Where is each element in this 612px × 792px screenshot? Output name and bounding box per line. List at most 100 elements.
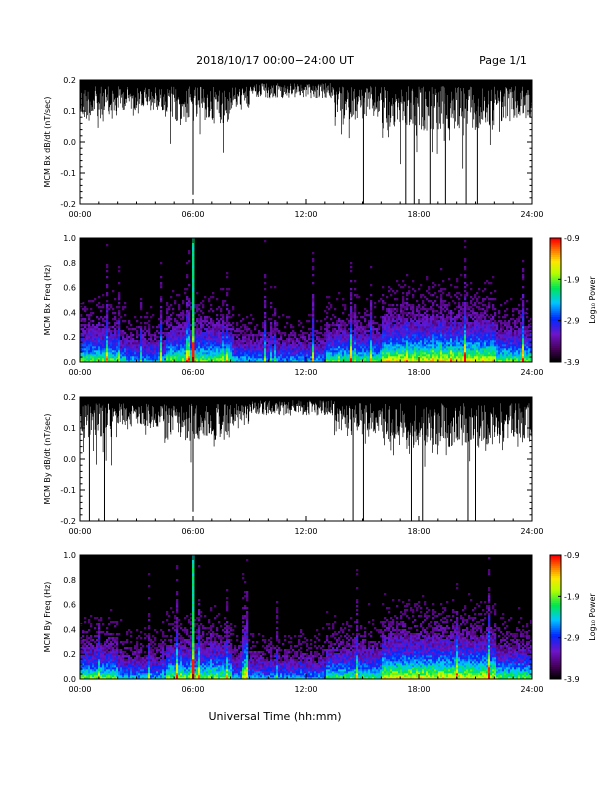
bx-freq-heatmap-cell bbox=[400, 342, 403, 345]
bx-freq-heatmap-cell bbox=[388, 320, 391, 323]
bx-freq-heatmap-cell bbox=[512, 358, 515, 361]
bx-freq-heatmap-cell bbox=[426, 278, 429, 281]
bx-freq-heatmap-cell bbox=[198, 346, 201, 349]
bx-freq-heatmap-cell bbox=[220, 356, 223, 359]
bx-freq-heatmap-cell bbox=[198, 334, 201, 337]
bx-freq-heatmap-cell bbox=[326, 296, 329, 299]
bx-freq-heatmap-cell bbox=[322, 352, 325, 355]
bx-freq-heatmap-cell bbox=[374, 356, 377, 359]
bx-freq-heatmap-cell bbox=[194, 322, 197, 325]
bx-freq-heatmap-cell bbox=[164, 352, 167, 355]
bx-freq-heatmap-cell bbox=[292, 344, 295, 347]
bx-freq-heatmap-cell bbox=[364, 320, 367, 323]
bx-freq-heatmap-cell bbox=[106, 326, 109, 329]
bx-freq-heatmap-cell bbox=[512, 310, 515, 313]
bx-freq-heatmap-cell bbox=[514, 324, 517, 327]
bx-freq-heatmap-cell bbox=[354, 304, 357, 307]
bx-freq-heatmap-cell bbox=[296, 348, 299, 351]
bx-freq-heatmap-cell bbox=[426, 318, 429, 321]
bx-freq-heatmap-cell bbox=[274, 342, 277, 345]
bx-freq-heatmap-cell bbox=[454, 286, 457, 289]
bx-freq-heatmap-cell bbox=[262, 354, 265, 357]
bx-freq-heatmap-cell bbox=[456, 306, 459, 309]
bx-freq-heatmap-cell bbox=[492, 350, 495, 353]
bx-freq-heatmap-cell bbox=[370, 350, 373, 353]
bx-freq-heatmap-cell bbox=[108, 354, 111, 357]
bx-freq-heatmap-cell bbox=[108, 336, 111, 339]
bx-freq-heatmap-cell bbox=[320, 352, 323, 355]
bx-freq-heatmap-cell bbox=[238, 330, 241, 333]
bx-freq-heatmap-cell bbox=[136, 340, 139, 343]
bx-freq-heatmap-cell bbox=[344, 352, 347, 355]
bx-freq-heatmap-cell bbox=[182, 300, 185, 303]
bx-freq-heatmap-cell bbox=[118, 314, 121, 317]
bx-freq-heatmap-cell bbox=[422, 336, 425, 339]
bx-freq-heatmap-cell bbox=[408, 330, 411, 333]
bx-freq-heatmap-cell bbox=[238, 354, 241, 357]
bx-freq-heatmap-cell bbox=[378, 352, 381, 355]
bx-freq-heatmap-cell bbox=[414, 356, 417, 359]
bx-freq-heatmap-cell bbox=[214, 324, 217, 327]
bx-freq-heatmap-cell bbox=[90, 330, 93, 333]
bx-freq-heatmap-cell bbox=[464, 298, 467, 301]
bx-freq-heatmap-cell bbox=[386, 332, 389, 335]
bx-freq-heatmap-cell bbox=[284, 360, 287, 363]
bx-freq-heatmap-cell bbox=[326, 312, 329, 315]
bx-freq-heatmap-cell bbox=[466, 294, 469, 297]
bx-freq-heatmap-cell bbox=[220, 342, 223, 345]
bx-freq-heatmap-cell bbox=[456, 340, 459, 343]
bx-freq-heatmap-cell bbox=[172, 352, 175, 355]
bx-freq-heatmap-cell bbox=[118, 302, 121, 305]
bx-freq-heatmap-cell bbox=[464, 328, 467, 331]
bx-freq-heatmap-cell bbox=[264, 316, 267, 319]
bx-freq-heatmap-cell bbox=[254, 326, 257, 329]
bx-freq-heatmap-cell bbox=[412, 332, 415, 335]
bx-freq-heatmap-cell bbox=[376, 342, 379, 345]
bx-freq-heatmap-cell bbox=[512, 334, 515, 337]
bx-freq-heatmap-cell bbox=[272, 332, 275, 335]
bx-freq-heatmap-cell bbox=[80, 318, 83, 321]
bx-freq-heatmap-cell bbox=[468, 314, 471, 317]
bx-freq-heatmap-cell bbox=[478, 288, 481, 291]
bx-freq-heatmap-cell bbox=[146, 342, 149, 345]
bx-freq-heatmap-cell bbox=[154, 344, 157, 347]
bx-freq-heatmap-cell bbox=[202, 344, 205, 347]
bx-freq-heatmap-cell bbox=[452, 328, 455, 331]
bx-freq-heatmap-cell bbox=[386, 310, 389, 313]
bx-freq-heatmap-cell bbox=[126, 346, 129, 349]
bx-freq-heatmap-cell bbox=[286, 346, 289, 349]
bx-freq-heatmap-cell bbox=[484, 358, 487, 361]
bx-freq-heatmap-cell bbox=[146, 316, 149, 319]
bx-freq-heatmap-cell bbox=[158, 360, 161, 363]
bx-freq-heatmap-cell bbox=[98, 322, 101, 325]
bx-freq-heatmap-cell bbox=[466, 312, 469, 315]
bx-freq-heatmap-cell bbox=[458, 358, 461, 361]
bx-freq-heatmap-cell bbox=[226, 318, 229, 321]
bx-freq-heatmap-cell bbox=[376, 334, 379, 337]
bx-freq-heatmap-cell bbox=[416, 332, 419, 335]
bx-freq-heatmap-cell bbox=[436, 356, 439, 359]
bx-freq-heatmap-cell bbox=[200, 320, 203, 323]
bx-freq-heatmap-cell bbox=[212, 354, 215, 357]
bx-freq-heatmap-cell bbox=[222, 302, 225, 305]
bx-freq-heatmap-cell bbox=[398, 338, 401, 341]
bx-freq-heatmap-cell bbox=[98, 338, 101, 341]
bx-freq-heatmap-cell bbox=[102, 334, 105, 337]
bx-freq-heatmap-cell bbox=[458, 330, 461, 333]
bx-freq-heatmap-cell bbox=[104, 340, 107, 343]
bx-freq-heatmap-cell bbox=[198, 338, 201, 341]
bx-freq-heatmap-cell bbox=[168, 348, 171, 351]
bx-freq-heatmap-cell bbox=[412, 280, 415, 283]
bx-freq-heatmap-cell bbox=[342, 350, 345, 353]
bx-freq-heatmap-cell bbox=[132, 356, 135, 359]
bx-freq-heatmap-cell bbox=[186, 318, 189, 321]
bx-freq-heatmap-cell bbox=[446, 346, 449, 349]
bx-freq-heatmap-cell bbox=[86, 332, 89, 335]
bx-freq-heatmap-cell bbox=[480, 334, 483, 337]
bx-freq-heatmap-cell bbox=[152, 356, 155, 359]
bx-freq-heatmap-cell bbox=[252, 348, 255, 351]
bx-freq-heatmap-cell bbox=[254, 358, 257, 361]
bx-freq-heatmap-cell bbox=[482, 350, 485, 353]
bx-freq-heatmap-cell bbox=[424, 352, 427, 355]
bx-freq-heatmap-cell bbox=[444, 358, 447, 361]
